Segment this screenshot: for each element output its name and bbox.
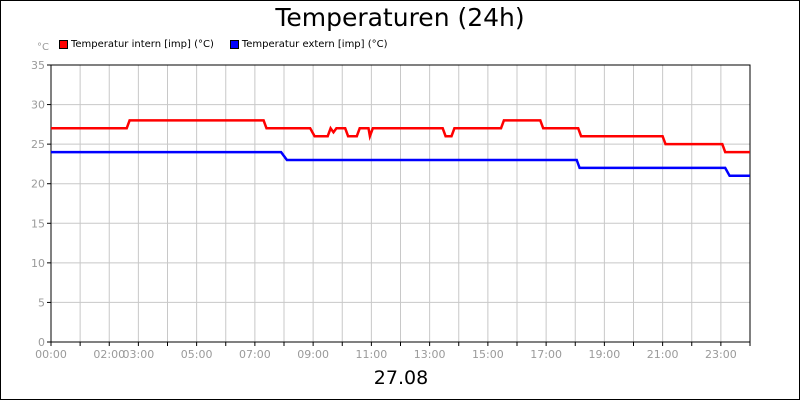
x-tick-label: 00:00 <box>35 348 67 361</box>
x-tick-label: 23:00 <box>705 348 737 361</box>
chart-title: Temperaturen (24h) <box>275 3 525 32</box>
series-line-extern <box>51 150 750 178</box>
legend-label-intern: Temperatur intern [imp] (°C) <box>71 39 214 50</box>
y-axis-unit-label: °C <box>37 42 49 53</box>
x-tick-label: 03:00 <box>123 348 155 361</box>
x-tick-label: 11:00 <box>356 348 388 361</box>
legend: Temperatur intern [imp] (°C) Temperatur … <box>59 39 404 50</box>
y-tick-label: 35 <box>31 59 45 72</box>
grid <box>50 64 751 343</box>
y-tick-label: 30 <box>31 99 45 112</box>
y-tick-label: 20 <box>31 178 45 191</box>
x-tick-label: 09:00 <box>297 348 329 361</box>
y-tick-label: 10 <box>31 257 45 270</box>
legend-swatch-extern <box>229 40 239 49</box>
x-tick-label: 17:00 <box>530 348 562 361</box>
x-tick-label: 07:00 <box>239 348 271 361</box>
x-tick-label: 02:00 <box>93 348 125 361</box>
y-tick-label: 0 <box>38 336 45 349</box>
y-tick-label: 15 <box>31 217 45 230</box>
legend-swatch-intern <box>59 40 68 49</box>
date-label: 27.08 <box>373 367 429 389</box>
legend-label-extern: Temperatur extern [imp] (°C) <box>241 39 388 50</box>
legend-item-intern: Temperatur intern [imp] (°C) <box>59 39 214 50</box>
x-tick-label: 13:00 <box>414 348 446 361</box>
x-tick-label: 21:00 <box>647 348 679 361</box>
series-lines <box>51 119 750 178</box>
x-tick-label: 05:00 <box>181 348 213 361</box>
x-tick-label: 19:00 <box>589 348 621 361</box>
x-tick-label: 15:00 <box>472 348 504 361</box>
series-line-intern <box>51 119 750 154</box>
legend-item-extern: Temperatur extern [imp] (°C) <box>229 39 388 50</box>
y-tick-label: 25 <box>31 138 45 151</box>
y-tick-label: 5 <box>38 296 45 309</box>
